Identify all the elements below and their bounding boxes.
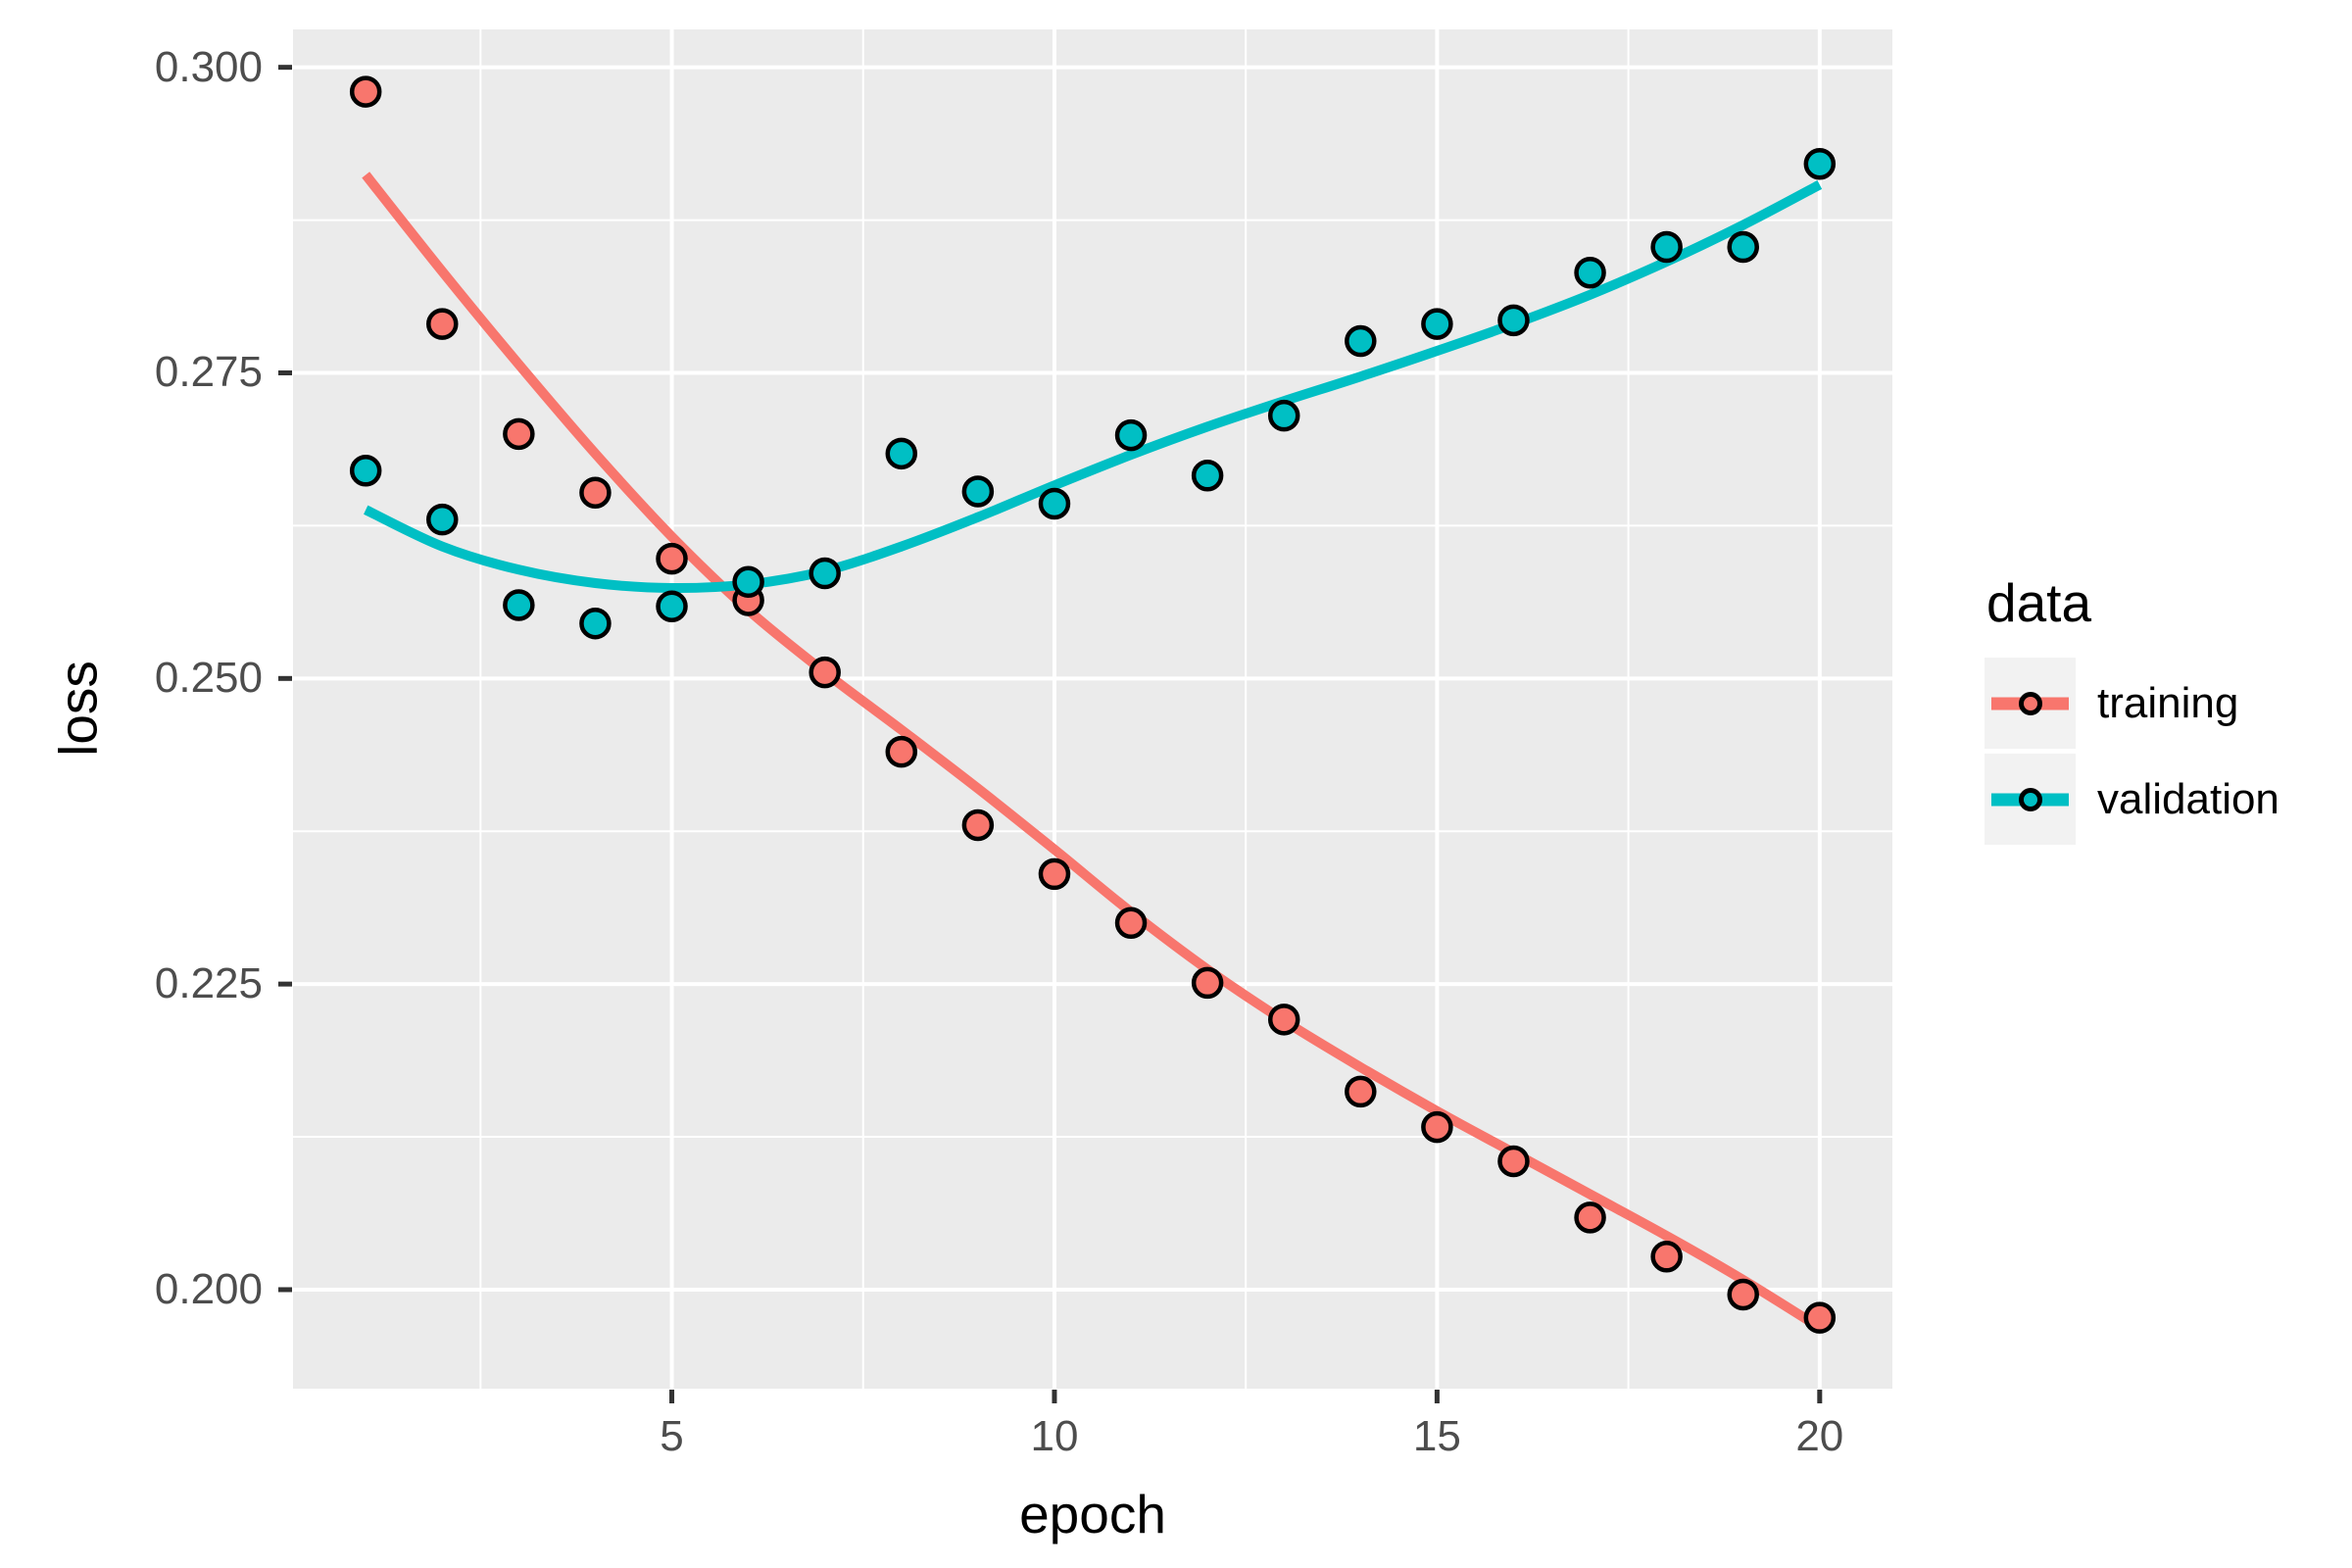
training-point xyxy=(1574,1201,1606,1234)
legend-label-training: training xyxy=(2097,678,2239,727)
y-tick-label-0.225: 0.225 xyxy=(154,959,263,1008)
training-point xyxy=(1650,1241,1683,1273)
training-smooth-line xyxy=(362,172,1823,1332)
training-point-icon xyxy=(2018,691,2042,715)
training-point xyxy=(426,308,459,340)
training-point xyxy=(349,75,382,108)
validation-point xyxy=(885,437,918,470)
y-tick-label-0.250: 0.250 xyxy=(154,654,263,703)
training-point xyxy=(1114,906,1148,940)
training-point xyxy=(1345,1075,1377,1108)
validation-point xyxy=(1191,460,1224,492)
x-tick-label-10: 10 xyxy=(1030,1412,1079,1460)
y-tick-label-0.300: 0.300 xyxy=(154,42,263,91)
training-point xyxy=(885,735,918,768)
validation-smooth-line xyxy=(364,179,1823,594)
legend-label-validation: validation xyxy=(2097,774,2279,823)
validation-point xyxy=(1038,487,1071,520)
legend-key-training xyxy=(1984,658,2076,749)
validation-point xyxy=(656,590,688,622)
validation-point xyxy=(1803,147,1837,180)
validation-point xyxy=(1267,399,1300,432)
training-point xyxy=(808,656,841,689)
training-point xyxy=(1038,858,1071,891)
validation-point xyxy=(1574,256,1606,289)
validation-point xyxy=(1650,230,1683,264)
training-point xyxy=(503,417,535,451)
validation-point xyxy=(961,475,995,508)
validation-point xyxy=(1727,230,1759,264)
legend: data training validation xyxy=(1984,576,2279,850)
legend-key-validation xyxy=(1984,754,2076,845)
x-tick-label-20: 20 xyxy=(1795,1412,1844,1460)
training-point xyxy=(1191,966,1224,1000)
y-axis-title: loss xyxy=(47,661,109,757)
legend-entry-validation: validation xyxy=(1984,754,2279,845)
training-point xyxy=(1497,1145,1530,1178)
training-point xyxy=(579,476,612,509)
validation-point xyxy=(808,557,841,590)
training-point xyxy=(1727,1278,1759,1311)
x-axis-title: epoch xyxy=(1019,1484,1166,1544)
validation-point xyxy=(1114,418,1148,452)
training-point xyxy=(1803,1301,1837,1334)
x-tick-label-15: 15 xyxy=(1412,1412,1461,1460)
panel-background xyxy=(293,29,1892,1389)
training-point xyxy=(961,808,995,842)
validation-point-icon xyxy=(2018,787,2042,811)
validation-point xyxy=(349,455,382,487)
y-tick-label-0.200: 0.200 xyxy=(154,1264,263,1313)
validation-point xyxy=(579,607,612,640)
training-point xyxy=(1267,1004,1300,1036)
x-tick-label-5: 5 xyxy=(660,1412,684,1460)
validation-point xyxy=(1421,308,1453,340)
validation-point xyxy=(503,589,535,621)
validation-point xyxy=(732,565,764,599)
training-point xyxy=(1421,1110,1453,1144)
validation-point xyxy=(1497,304,1530,337)
training-point xyxy=(656,542,688,575)
validation-point xyxy=(426,503,459,536)
y-tick-label-0.275: 0.275 xyxy=(154,348,263,397)
validation-point xyxy=(1345,324,1377,358)
legend-title: data xyxy=(1986,572,2092,633)
legend-entry-training: training xyxy=(1984,658,2279,749)
